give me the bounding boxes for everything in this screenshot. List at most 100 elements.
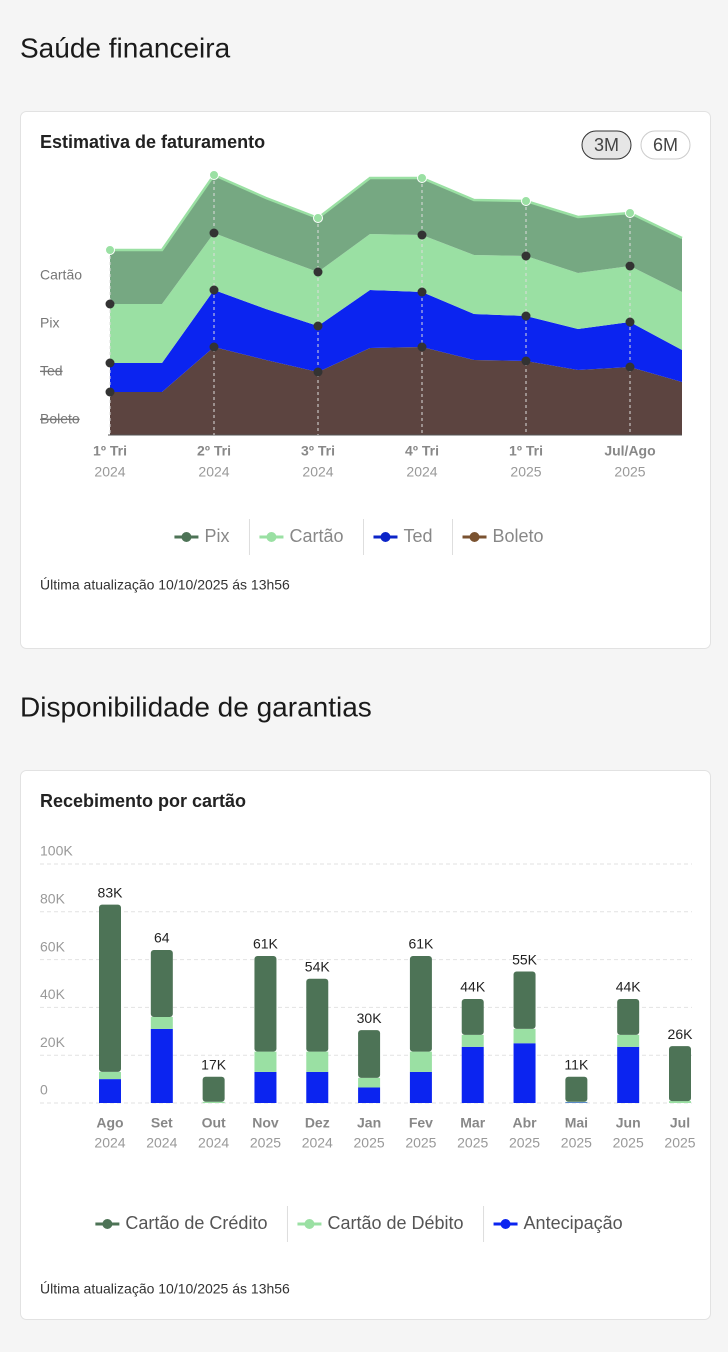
bar-segment <box>306 978 329 1052</box>
legend: Pix Cartão Ted Boleto <box>174 519 544 555</box>
x-tick-label: Out <box>202 1115 226 1131</box>
x-tick-label: Jul/Ago <box>604 443 655 459</box>
point <box>521 311 531 321</box>
x-tick-sublabel: 2025 <box>664 1135 695 1151</box>
range-button[interactable] <box>640 130 691 160</box>
total-label: 44K <box>616 979 642 995</box>
bar-segment <box>150 950 173 1017</box>
legend-label: Cartão <box>289 526 343 546</box>
legend-label: Boleto <box>493 526 544 546</box>
range-button-label[interactable]: 6M <box>653 135 678 155</box>
card-title: Recebimento por cartão <box>40 791 246 811</box>
bar-segment <box>409 956 432 1052</box>
x-tick-sublabel: 2025 <box>354 1135 385 1151</box>
point <box>313 267 323 277</box>
x-tick-sublabel: 2025 <box>613 1135 644 1151</box>
x-tick-sublabel: 2025 <box>250 1135 281 1151</box>
point <box>105 387 115 397</box>
point <box>313 367 323 377</box>
x-tick-label: Nov <box>252 1115 279 1131</box>
bar-segment <box>358 1077 381 1088</box>
bar-segment <box>409 1051 432 1072</box>
point <box>105 299 115 309</box>
x-tick-sublabel: 2024 <box>302 1135 333 1151</box>
total-label: 11K <box>564 1056 589 1072</box>
x-tick-label: Jun <box>616 1115 641 1131</box>
x-tick-label: Jul <box>670 1115 690 1131</box>
bar-segment <box>617 1034 640 1047</box>
x-tick-label: Dez <box>305 1115 330 1131</box>
x-tick-sublabel: 2025 <box>405 1135 436 1151</box>
x-tick-label: 1º Tri <box>509 443 543 459</box>
bar-segment <box>669 1046 691 1102</box>
legend-item: Cartão de Débito <box>297 1213 464 1233</box>
total-label: 44K <box>460 979 486 995</box>
bar-segment <box>306 1071 329 1103</box>
bar-segment <box>565 1076 588 1102</box>
bar-segment <box>99 904 121 1072</box>
section-title: Saúde financeira <box>20 32 231 63</box>
x-tick-sublabel: 2024 <box>94 464 125 480</box>
bar-segment <box>461 1046 484 1103</box>
y-tick-label: 60K <box>40 938 66 954</box>
bar-segment <box>306 1051 329 1072</box>
point <box>625 362 635 372</box>
total-label: 17K <box>201 1056 227 1072</box>
x-tick-label: Jan <box>357 1115 381 1131</box>
total-label: 26K <box>668 1026 694 1042</box>
y-tick-label: 100K <box>40 843 73 859</box>
x-tick-sublabel: 2025 <box>614 464 645 480</box>
legend-item: Antecipação <box>493 1213 623 1233</box>
area <box>110 347 682 435</box>
total-label: 83K <box>98 884 124 900</box>
x-tick-sublabel: 2024 <box>146 1135 177 1151</box>
legend-item: Cartão de Crédito <box>95 1213 267 1233</box>
bar-segment <box>513 1028 536 1044</box>
legend-label: Ted <box>403 526 432 546</box>
legend-label: Cartão de Débito <box>327 1213 463 1233</box>
area-top-line <box>110 173 683 252</box>
x-tick-label: 2º Tri <box>197 443 231 459</box>
bar-segment <box>617 1046 640 1103</box>
bar-segment <box>358 1030 381 1078</box>
x-tick-sublabel: 2024 <box>302 464 333 480</box>
x-tick-sublabel: 2025 <box>561 1135 592 1151</box>
y-tick-label: 0 <box>40 1082 48 1098</box>
point <box>313 321 323 331</box>
x-tick-label: 3º Tri <box>301 443 335 459</box>
legend-marker <box>304 1219 315 1229</box>
point <box>209 170 219 180</box>
x-tick-sublabel: 2024 <box>406 464 437 480</box>
legend-label: Cartão de Crédito <box>125 1213 267 1233</box>
point <box>105 245 115 255</box>
bar-segment <box>513 1043 536 1103</box>
y-tick-label: 20K <box>40 1034 66 1050</box>
x-tick-label: Set <box>151 1115 173 1131</box>
bar-segment <box>99 1071 121 1080</box>
point <box>417 342 427 352</box>
bar-segment <box>150 1028 173 1103</box>
y-label: Cartão <box>40 267 82 283</box>
point <box>417 173 427 183</box>
bar-segment <box>617 999 640 1035</box>
point <box>209 285 219 295</box>
bar-segment <box>202 1076 225 1102</box>
section-title: Disponibilidade de garantias <box>20 691 372 722</box>
total-label: 61K <box>253 936 279 952</box>
point <box>521 251 531 261</box>
range-button-label[interactable]: 3M <box>594 135 619 155</box>
y-label: Boleto <box>40 411 80 427</box>
x-tick-sublabel: 2024 <box>94 1135 125 1151</box>
range-button[interactable] <box>581 130 632 160</box>
x-tick-sublabel: 2024 <box>198 1135 229 1151</box>
legend-marker <box>380 532 391 542</box>
total-label: 55K <box>512 951 538 967</box>
y-label: Ted <box>40 363 63 379</box>
bar-segment <box>254 1051 277 1072</box>
total-label: 54K <box>305 958 331 974</box>
legend-marker <box>500 1219 511 1229</box>
x-tick-label: Ago <box>96 1115 123 1131</box>
legend-item: Boleto <box>462 526 544 546</box>
bar-segment <box>150 1016 173 1029</box>
